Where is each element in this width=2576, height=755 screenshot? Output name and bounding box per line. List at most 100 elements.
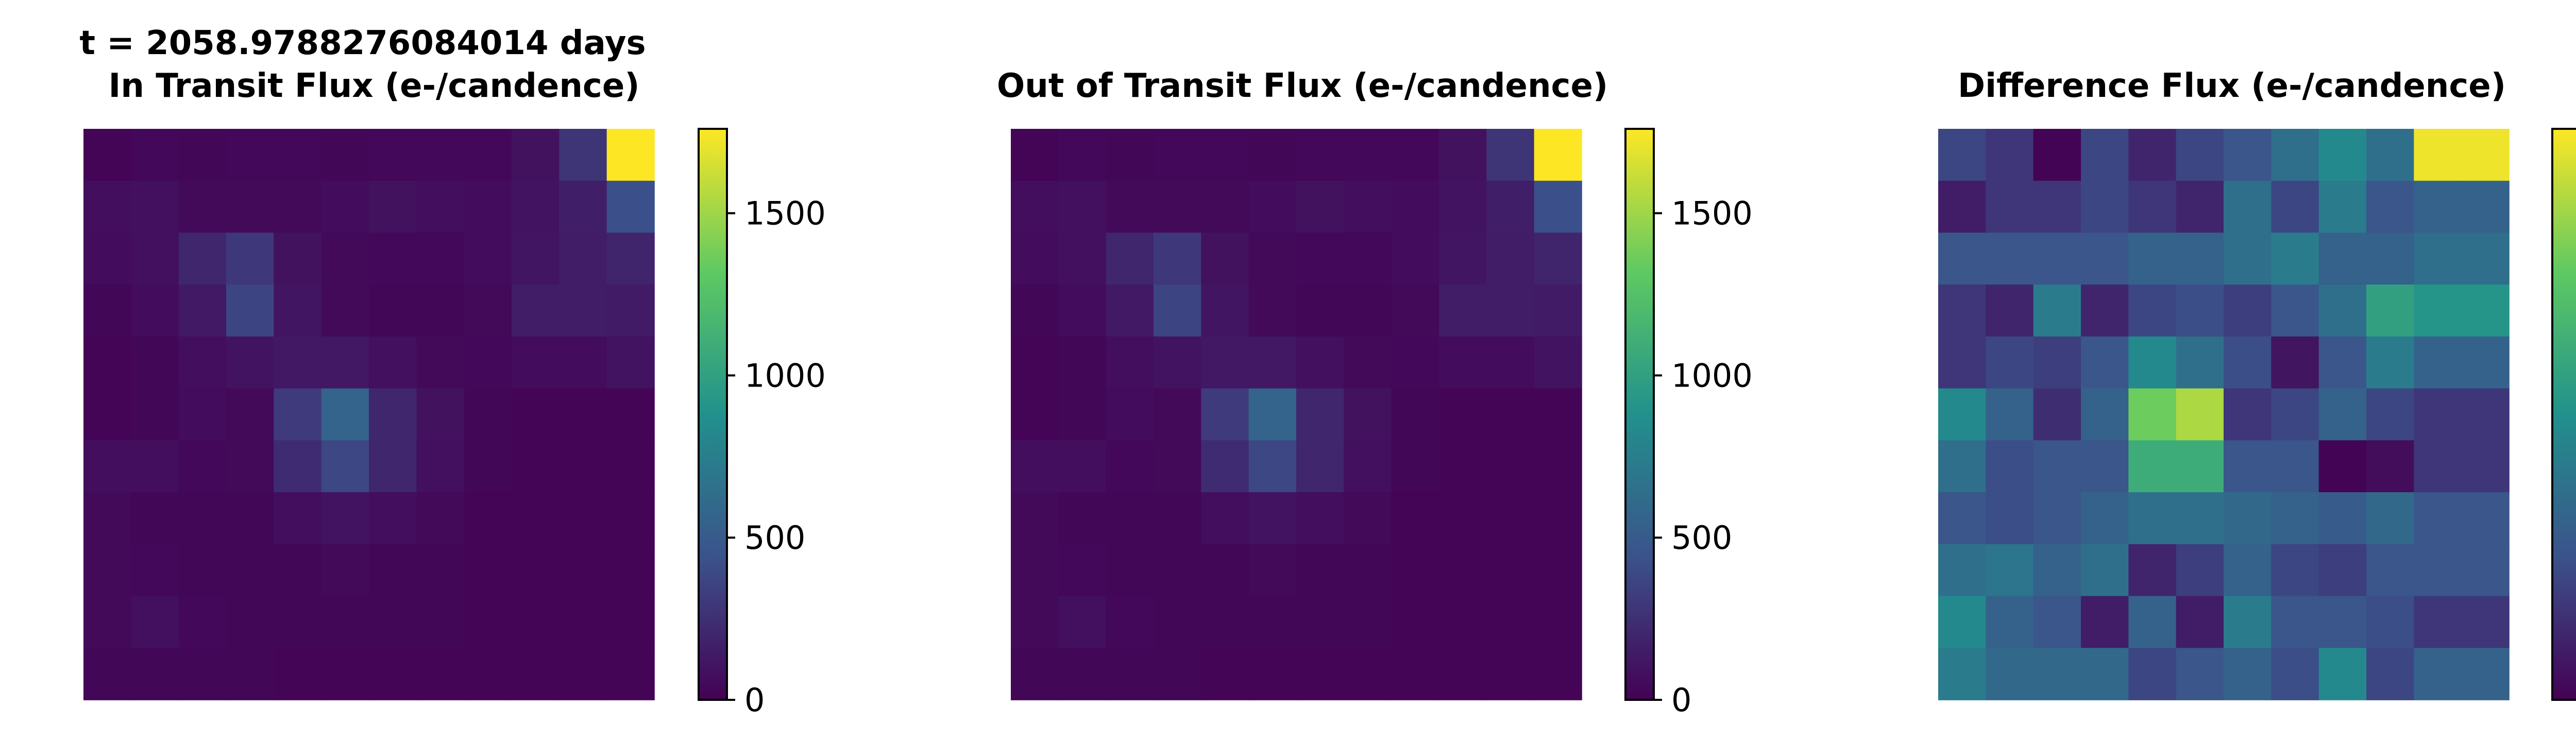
heatmap-cell	[606, 648, 655, 700]
heatmap-cell	[1344, 648, 1392, 700]
heatmap-cell	[1011, 129, 1059, 181]
colorbar	[698, 128, 728, 701]
heatmap-cell	[416, 129, 465, 181]
heatmap-cell	[2224, 129, 2272, 181]
heatmap-cell	[1938, 492, 1987, 545]
heatmap-cell	[1391, 388, 1439, 441]
heatmap-cell	[1296, 129, 1345, 181]
heatmap-cell	[2461, 388, 2510, 441]
heatmap-cell	[1058, 492, 1107, 545]
heatmap-cell	[464, 544, 512, 597]
heatmap-cell	[1296, 180, 1345, 233]
heatmap-cell	[512, 388, 560, 441]
heatmap-cell	[1248, 544, 1297, 597]
heatmap-cell	[1248, 648, 1297, 700]
heatmap-cell	[2081, 544, 2129, 597]
heatmap-cell	[1486, 129, 1535, 181]
heatmap-cell	[2128, 336, 2177, 389]
heatmap-cell	[1201, 648, 1249, 700]
heatmap-cell	[2271, 544, 2319, 597]
heatmap-cell	[606, 492, 655, 545]
heatmap-cell	[1986, 180, 2034, 233]
heatmap-cell	[2318, 596, 2367, 649]
heatmap-panel-out-of-transit: Out of Transit Flux (e-/candence) 0 500 10…	[997, 67, 1753, 719]
heatmap-cell	[464, 596, 512, 649]
heatmap-cell	[1486, 388, 1535, 441]
heatmap-cell	[606, 440, 655, 493]
heatmap-cell	[178, 232, 227, 285]
heatmap-cell	[2224, 492, 2272, 545]
heatmap-cell	[2224, 596, 2272, 649]
heatmap-cell	[1439, 492, 1487, 545]
heatmap-cell	[2318, 648, 2367, 700]
heatmap-cell	[1296, 388, 1345, 441]
colorbar-tick-label: 0	[744, 681, 765, 719]
heatmap-cell	[1011, 180, 1059, 233]
heatmap-cell	[83, 440, 132, 493]
panel-title: In Transit Flux (e-/candence)	[109, 67, 640, 105]
heatmap-cell	[1986, 284, 2034, 337]
heatmap-cell	[178, 544, 227, 597]
heatmap-cell	[1391, 232, 1439, 285]
heatmap-cell	[1439, 129, 1487, 181]
heatmap-cells	[83, 129, 655, 700]
heatmap-cell	[131, 284, 179, 337]
heatmap-cell	[2081, 596, 2129, 649]
heatmap-cell	[2128, 232, 2177, 285]
heatmap-cell	[1986, 388, 2034, 441]
heatmap-cell	[178, 596, 227, 649]
heatmap-cell	[2318, 492, 2367, 545]
heatmap-cell	[83, 596, 132, 649]
heatmap-cell	[1986, 596, 2034, 649]
heatmap-cell	[1154, 492, 1202, 545]
heatmap-cell	[1296, 440, 1345, 493]
heatmap-cell	[559, 336, 607, 389]
heatmap-cell	[2033, 596, 2081, 649]
heatmap-cell	[178, 440, 227, 493]
heatmap-cell	[83, 129, 132, 181]
heatmap-cell	[226, 388, 275, 441]
heatmap-cell	[1201, 440, 1249, 493]
heatmap-cell	[512, 596, 560, 649]
heatmap-cell	[1248, 180, 1297, 233]
heatmap-cell	[321, 284, 369, 337]
heatmap-cell	[2271, 492, 2319, 545]
heatmap-cell	[83, 336, 132, 389]
heatmap-cell	[464, 129, 512, 181]
heatmap-cell	[1534, 284, 1582, 337]
heatmap-cell	[2033, 388, 2081, 441]
heatmap-cell	[606, 544, 655, 597]
heatmap-cell	[512, 284, 560, 337]
heatmap-cell	[1201, 596, 1249, 649]
heatmap-cell	[2271, 232, 2319, 285]
heatmap-cell	[2271, 129, 2319, 181]
heatmap-cell	[512, 544, 560, 597]
heatmap-cell	[321, 336, 369, 389]
heatmap-cell	[1486, 544, 1535, 597]
heatmap-cell	[1201, 232, 1249, 285]
heatmap-cell	[606, 180, 655, 233]
heatmap-cell	[2224, 180, 2272, 233]
heatmap-cell	[2271, 284, 2319, 337]
heatmap-cell	[1391, 129, 1439, 181]
heatmap-cell	[416, 544, 465, 597]
heatmap-cell	[321, 596, 369, 649]
colorbar-tick-label: 1000	[1671, 357, 1753, 394]
heatmap-cell	[1486, 648, 1535, 700]
heatmap-cell	[2366, 544, 2415, 597]
heatmap-cell	[321, 388, 369, 441]
heatmap-cell	[1106, 284, 1154, 337]
heatmap-cell	[321, 544, 369, 597]
heatmap-cell	[1296, 544, 1345, 597]
heatmap-cell	[1344, 596, 1392, 649]
heatmap-cell	[1011, 544, 1059, 597]
heatmap-cell	[1296, 596, 1345, 649]
heatmap-cell	[606, 336, 655, 389]
heatmap-cell	[274, 180, 322, 233]
heatmap-cell	[1938, 336, 1987, 389]
heatmap-cell	[274, 492, 322, 545]
heatmap-cell	[1106, 492, 1154, 545]
heatmap-cell	[369, 232, 417, 285]
heatmap-cell	[1011, 648, 1059, 700]
heatmap-cell	[1391, 648, 1439, 700]
